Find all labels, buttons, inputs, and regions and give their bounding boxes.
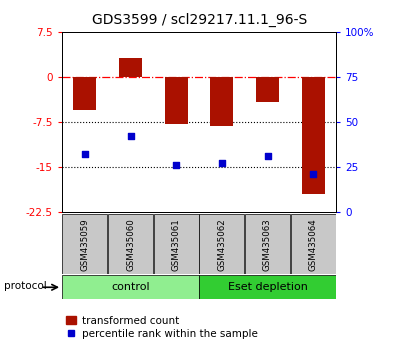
Bar: [290, 214, 336, 274]
Bar: [199, 214, 244, 274]
Bar: [154, 214, 199, 274]
Text: protocol: protocol: [4, 280, 47, 291]
Bar: [74, 77, 96, 110]
Bar: [245, 214, 290, 274]
Point: [82, 151, 88, 157]
Point: [127, 133, 134, 139]
Bar: [108, 214, 153, 274]
Bar: [119, 58, 142, 77]
Bar: [199, 275, 336, 299]
Legend: transformed count, percentile rank within the sample: transformed count, percentile rank withi…: [62, 312, 262, 343]
Text: GDS3599 / scl29217.11.1_96-S: GDS3599 / scl29217.11.1_96-S: [92, 12, 308, 27]
Bar: [302, 77, 324, 194]
Bar: [62, 275, 199, 299]
Text: GSM435061: GSM435061: [172, 218, 181, 271]
Text: GSM435064: GSM435064: [309, 218, 318, 271]
Text: GSM435063: GSM435063: [263, 218, 272, 271]
Bar: [210, 77, 233, 126]
Text: Eset depletion: Eset depletion: [228, 282, 308, 292]
Bar: [62, 214, 108, 274]
Bar: [256, 77, 279, 102]
Text: GSM435059: GSM435059: [80, 218, 89, 270]
Text: control: control: [111, 282, 150, 292]
Bar: [165, 77, 188, 124]
Point: [310, 172, 316, 177]
Point: [173, 162, 179, 168]
Text: GSM435060: GSM435060: [126, 218, 135, 271]
Point: [219, 160, 225, 166]
Text: GSM435062: GSM435062: [217, 218, 226, 271]
Point: [264, 154, 271, 159]
